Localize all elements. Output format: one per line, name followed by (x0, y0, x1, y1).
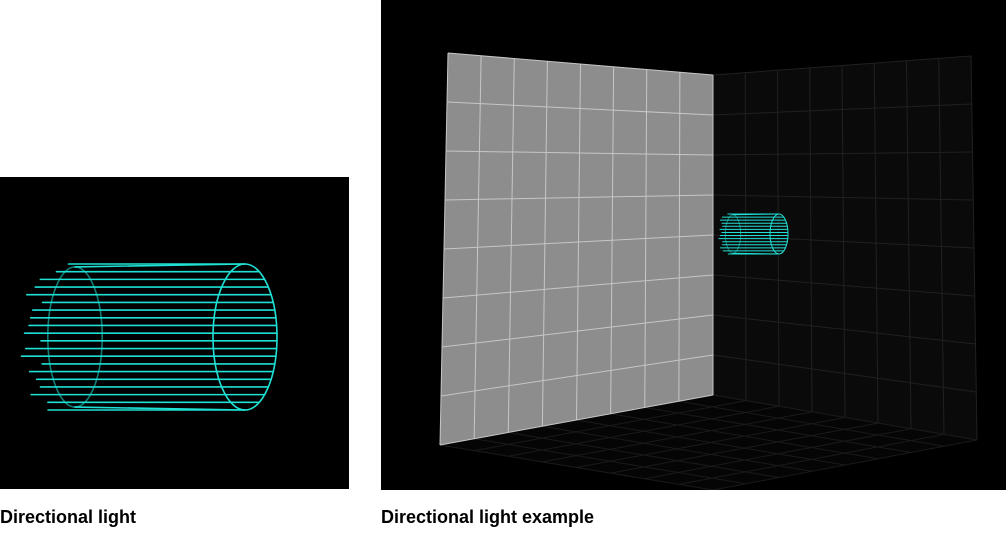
caption-directional-light-example: Directional light example (381, 507, 594, 528)
page-root: Directional light Directional light exam… (0, 0, 1006, 540)
scene-3d-icon (381, 0, 1006, 490)
panel-directional-light-example (381, 0, 1006, 490)
panel-directional-light (0, 177, 349, 489)
directional-light-icon (0, 177, 349, 489)
caption-directional-light: Directional light (0, 507, 136, 528)
